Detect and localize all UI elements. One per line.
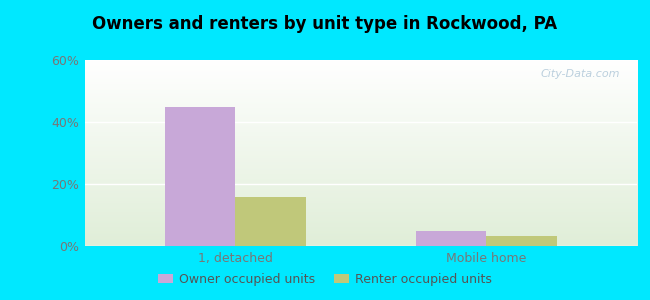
Bar <box>165 107 235 246</box>
Text: City-Data.com: City-Data.com <box>541 69 620 79</box>
Bar <box>416 231 486 246</box>
Text: Owners and renters by unit type in Rockwood, PA: Owners and renters by unit type in Rockw… <box>92 15 558 33</box>
Bar <box>486 236 556 246</box>
Bar <box>235 197 306 246</box>
Legend: Owner occupied units, Renter occupied units: Owner occupied units, Renter occupied un… <box>153 268 497 291</box>
